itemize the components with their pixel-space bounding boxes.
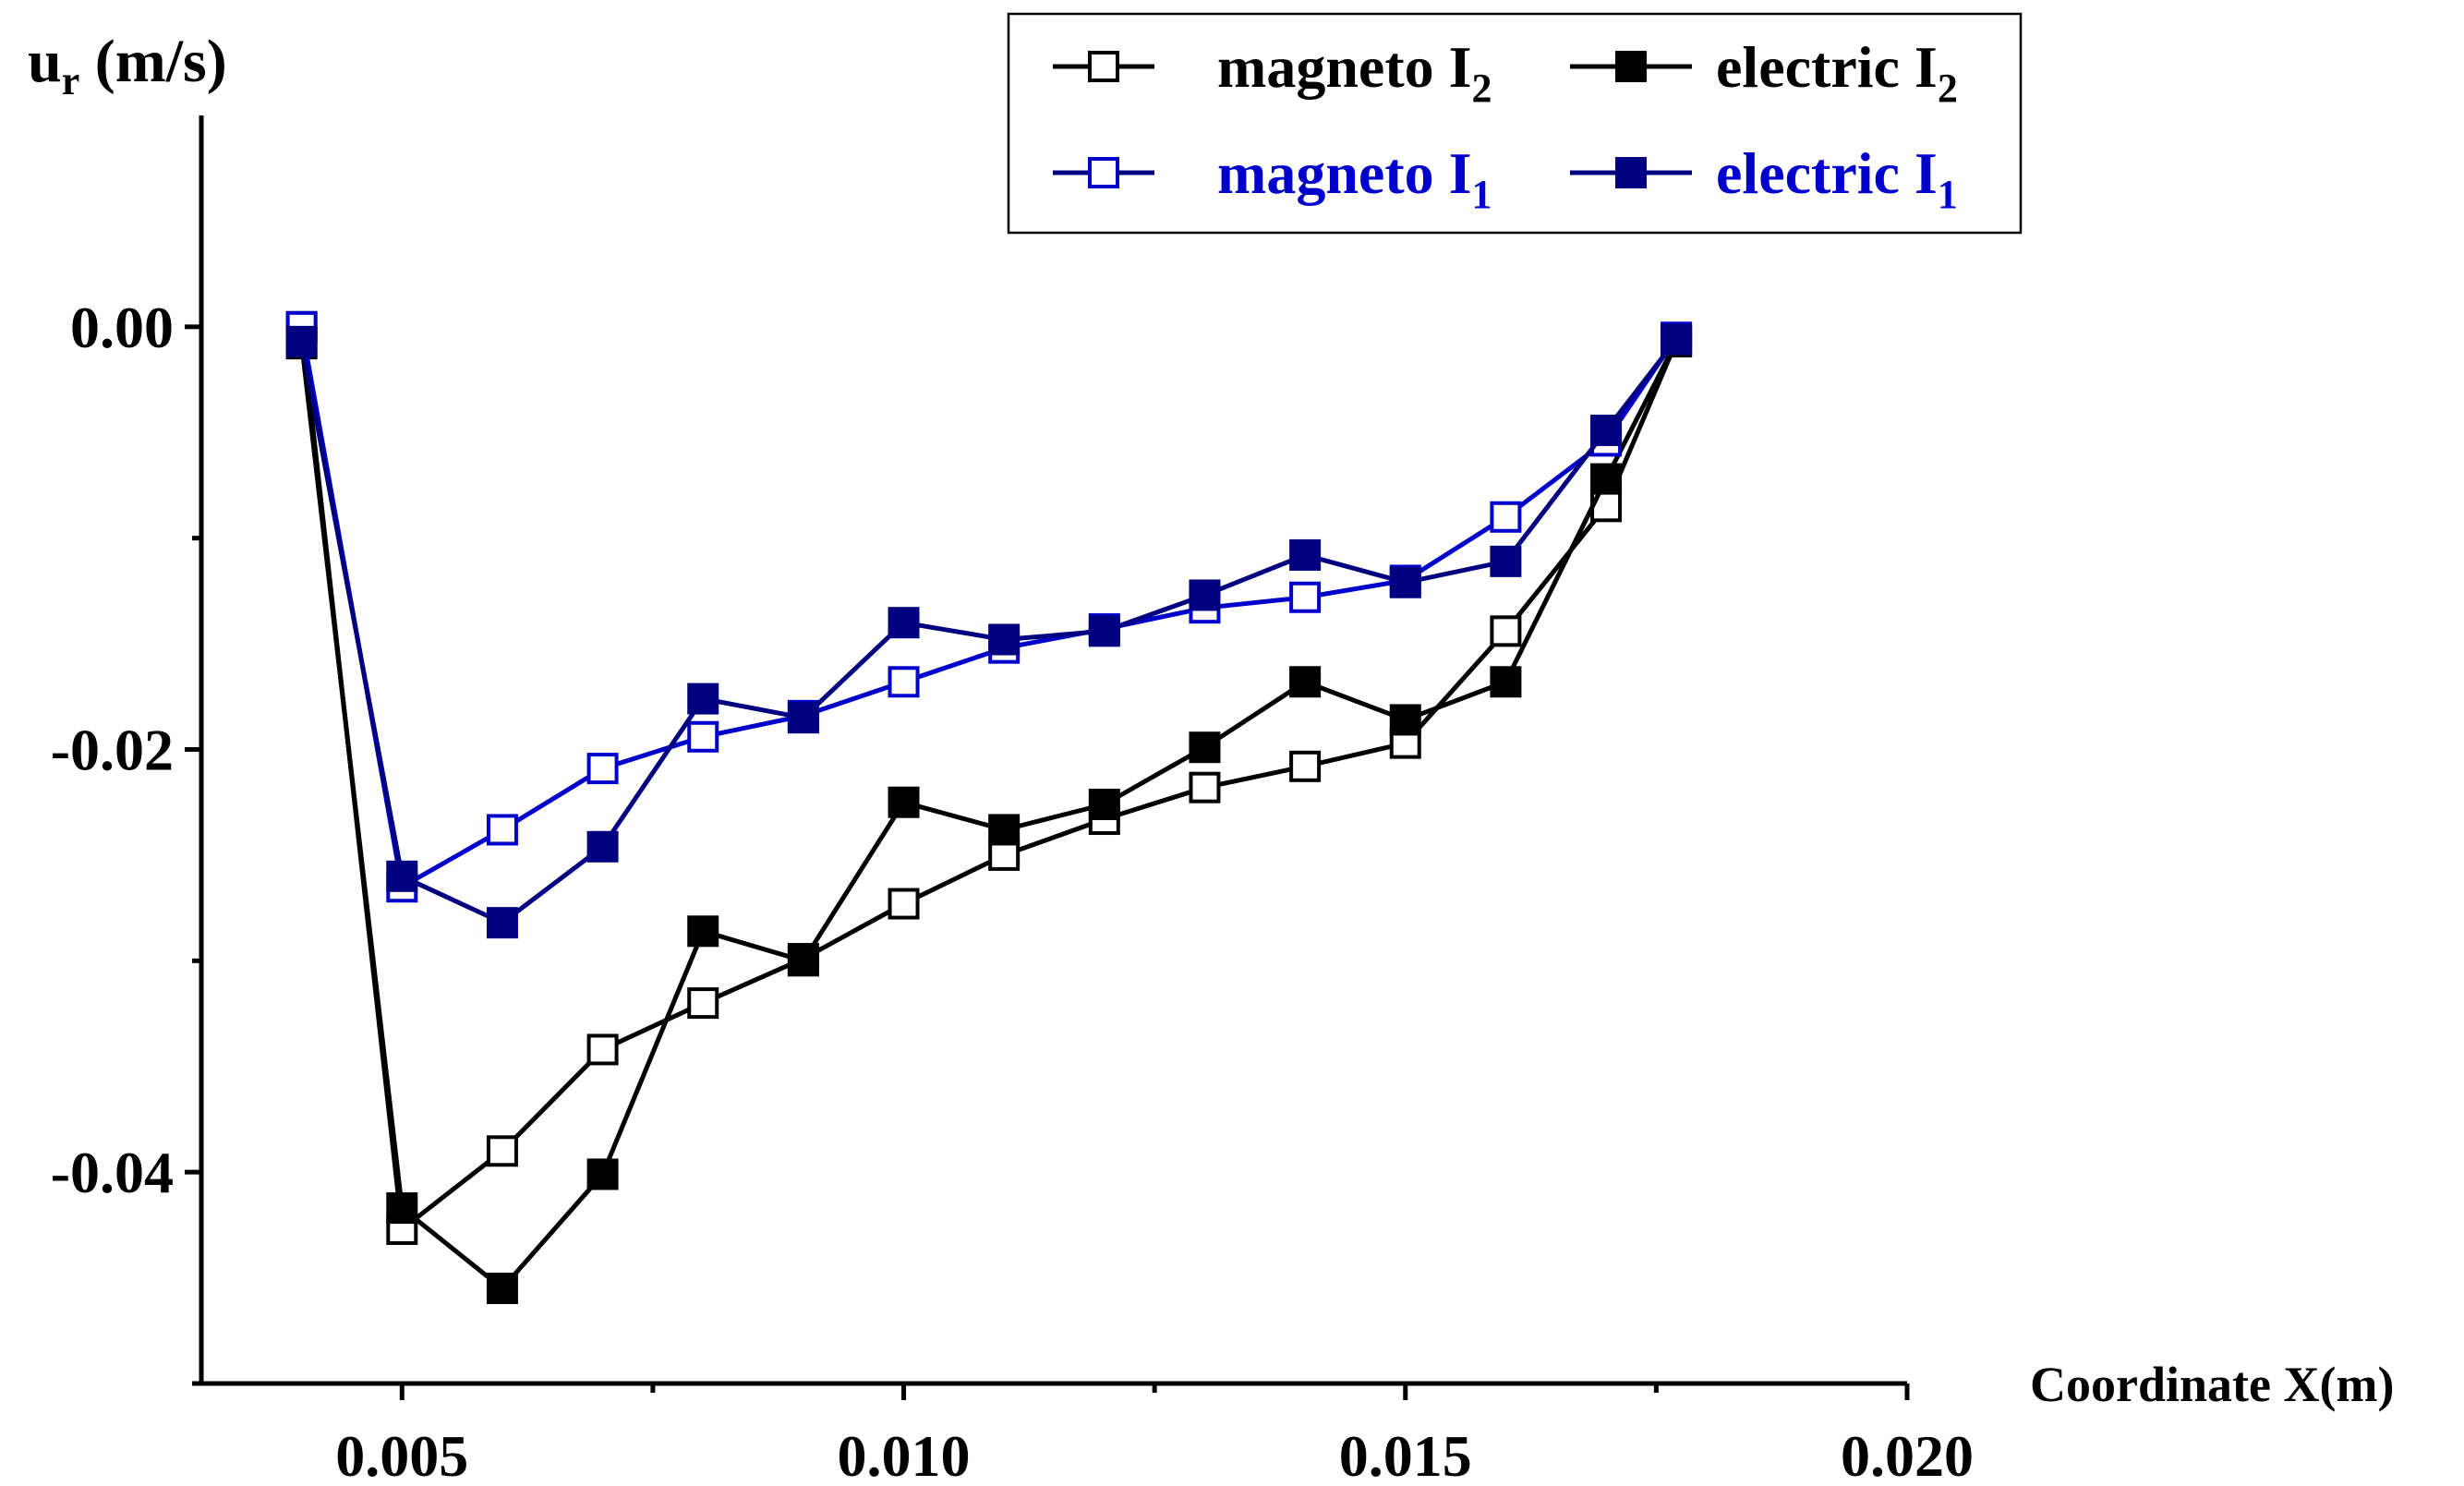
data-point-electric-i2 — [486, 1273, 518, 1305]
x-tick-label: 0.020 — [1841, 1423, 1974, 1486]
y-tick-label: -0.02 — [51, 718, 174, 783]
data-point-electric-i1 — [285, 325, 318, 357]
legend-marker-electric-i1 — [1615, 157, 1647, 188]
data-point-electric-i2 — [1490, 666, 1522, 698]
series-electric-i1 — [285, 323, 1693, 939]
legend: magneto I2 electric I2 magneto I1 electr… — [1007, 12, 2023, 235]
legend-entry-magneto-i2: magneto I2 — [1053, 34, 1492, 111]
series-electric-i2 — [285, 325, 1693, 1305]
legend-box — [1007, 12, 2023, 235]
legend-entry-electric-i2: electric I2 — [1570, 34, 1958, 111]
data-point-electric-i1 — [1590, 414, 1623, 446]
y-tick-label: -0.04 — [51, 1140, 174, 1205]
data-point-magneto-i2 — [586, 1033, 619, 1066]
data-point-electric-i2 — [988, 814, 1021, 846]
data-point-electric-i1 — [687, 683, 719, 715]
data-point-electric-i1 — [888, 607, 920, 639]
data-point-magneto-i1 — [586, 753, 619, 785]
data-point-magneto-i1 — [1289, 581, 1322, 613]
series-line-magneto-i2 — [299, 326, 1679, 1232]
data-point-electric-i2 — [1289, 666, 1322, 698]
data-point-magneto-i2 — [1490, 615, 1522, 647]
data-point-magneto-i2 — [687, 987, 719, 1020]
data-point-magneto-i1 — [888, 666, 920, 698]
x-tick-label: 0.015 — [1339, 1423, 1472, 1486]
data-point-magneto-i2 — [486, 1135, 518, 1167]
data-point-electric-i1 — [787, 702, 819, 734]
x-axis-title: Coordinate X(m) — [2030, 1357, 2394, 1412]
legend-label-electric-i2: electric I2 — [1716, 34, 1958, 111]
data-point-electric-i1 — [386, 860, 418, 892]
data-point-electric-i2 — [386, 1192, 418, 1225]
legend-marker-magneto-i2 — [1088, 51, 1119, 82]
data-point-electric-i1 — [988, 623, 1021, 656]
x-tick-label: 0.010 — [838, 1423, 971, 1486]
data-point-electric-i2 — [1189, 731, 1221, 764]
data-point-electric-i1 — [1289, 538, 1322, 571]
axis-ticks: 0.005 0.010 0.015 0.020 0.00 -0.02 -0.04 — [51, 295, 1974, 1486]
data-point-electric-i1 — [486, 907, 518, 939]
data-point-electric-i2 — [1389, 704, 1421, 736]
x-tick-label: 0.005 — [335, 1423, 468, 1486]
y-axis-title-sub: r — [62, 58, 80, 103]
data-point-electric-i1 — [1490, 545, 1522, 577]
data-point-magneto-i1 — [687, 720, 719, 753]
y-axis-title-main: u — [28, 28, 62, 95]
data-point-electric-i1 — [1389, 566, 1421, 598]
y-axis-title: ur (m/s) — [28, 28, 227, 103]
data-point-electric-i1 — [1189, 579, 1221, 611]
data-point-electric-i1 — [1088, 615, 1120, 647]
data-point-magneto-i2 — [888, 888, 920, 920]
data-point-electric-i1 — [586, 830, 619, 863]
data-point-magneto-i1 — [1490, 501, 1522, 533]
legend-marker-magneto-i1 — [1088, 157, 1119, 188]
series-magneto-i1 — [285, 310, 1693, 903]
data-point-electric-i2 — [787, 945, 819, 977]
data-point-electric-i1 — [1661, 323, 1693, 356]
data-point-electric-i2 — [1590, 463, 1623, 495]
legend-label-electric-i1: electric I1 — [1716, 140, 1958, 217]
series-layer — [285, 310, 1693, 1305]
legend-marker-electric-i2 — [1615, 51, 1647, 82]
data-point-electric-i2 — [888, 786, 920, 818]
data-point-magneto-i2 — [988, 839, 1021, 871]
y-axis-title-unit: (m/s) — [79, 28, 226, 95]
data-point-electric-i2 — [1088, 788, 1120, 820]
data-point-electric-i2 — [586, 1158, 619, 1190]
legend-entry-magneto-i1: magneto I1 — [1053, 140, 1492, 217]
y-tick-label: 0.00 — [70, 295, 174, 360]
data-point-magneto-i1 — [486, 814, 518, 846]
legend-entry-electric-i1: electric I1 — [1570, 140, 1958, 217]
legend-label-magneto-i1: magneto I1 — [1217, 140, 1492, 217]
series-magneto-i2 — [285, 310, 1693, 1245]
data-point-electric-i2 — [687, 915, 719, 948]
data-point-magneto-i2 — [1289, 750, 1322, 782]
legend-label-magneto-i2: magneto I2 — [1217, 34, 1492, 111]
series-line-magneto-i1 — [299, 326, 1679, 889]
data-point-magneto-i2 — [1189, 771, 1221, 803]
